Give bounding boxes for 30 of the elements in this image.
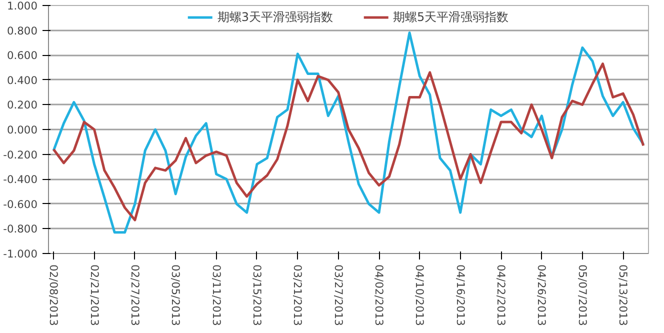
legend-label: 期螺5天平滑强弱指数 — [393, 8, 509, 26]
y-tick-label: 0.200 — [6, 98, 38, 112]
x-tick-label: 04/02/2013 — [372, 264, 386, 326]
x-tick-label: 03/05/2013 — [169, 264, 182, 326]
x-tick-label: 03/15/2013 — [250, 264, 264, 326]
y-tick-label: -0.600 — [3, 198, 38, 211]
x-tick-label: 03/21/2013 — [291, 264, 304, 326]
y-tick-label: 0.000 — [6, 124, 38, 136]
x-tick-label: 04/16/2013 — [454, 264, 467, 326]
x-tick-label: 04/22/2013 — [494, 264, 508, 326]
line-series — [52, 32, 645, 234]
x-tick-label: 05/07/2013 — [576, 264, 589, 326]
x-tick-label: 02/27/2013 — [128, 264, 142, 326]
x-tick-label: 05/13/2013 — [616, 264, 630, 326]
x-tick-label: 04/10/2013 — [413, 264, 426, 326]
x-tick-label: 02/21/2013 — [88, 264, 101, 326]
x-tick-label: 03/27/2013 — [332, 264, 345, 326]
legend-label: 期螺3天平滑强弱指数 — [217, 8, 333, 26]
y-tick-label: -0.200 — [3, 148, 38, 162]
x-tick-label: 03/11/2013 — [210, 264, 223, 326]
y-tick-label: 0.800 — [6, 24, 38, 38]
y-tick-label: -1.000 — [3, 248, 38, 260]
line-series — [52, 62, 645, 222]
y-tick-label: -0.800 — [3, 222, 38, 236]
x-tick-label: 02/08/2013 — [47, 264, 60, 326]
y-tick-label: 1.000 — [6, 0, 38, 12]
x-tick-label: 04/26/2013 — [535, 264, 548, 326]
y-tick-label: 0.400 — [6, 74, 38, 87]
y-tick-label: 0.600 — [6, 49, 38, 62]
y-tick-label: -0.400 — [3, 173, 38, 186]
